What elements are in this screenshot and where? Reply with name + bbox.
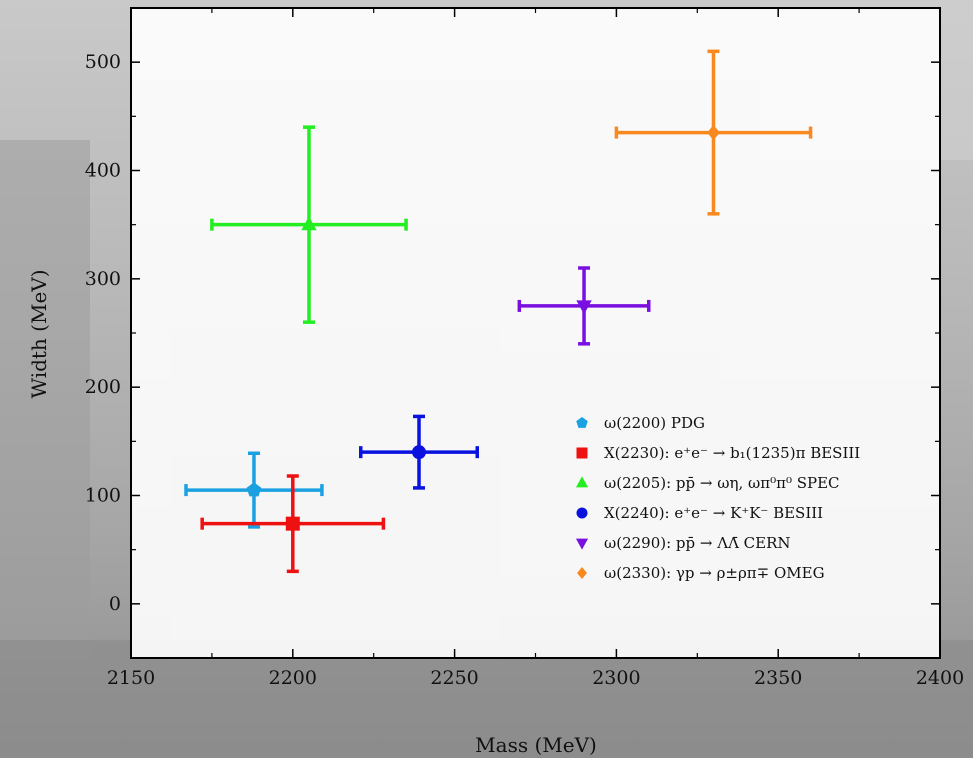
plot-frame	[130, 7, 941, 659]
data-marker	[285, 516, 300, 531]
x-axis-title: Mass (MeV)	[475, 733, 597, 757]
legend-label: ω(2200) PDG	[604, 414, 705, 432]
legend-label: ω(2290): pp̄ → ΛΛ̄ CERN	[604, 534, 791, 552]
data-marker	[576, 300, 592, 315]
data-marker	[301, 216, 317, 231]
data-point-6	[614, 49, 813, 216]
legend-label: X(2230): e⁺e⁻ → b₁(1235)π BESIII	[604, 444, 860, 462]
legend-marker	[576, 416, 588, 428]
x-tick-label: 2400	[916, 667, 964, 689]
legend-label: ω(2205): pp̄ → ωη, ωπ⁰π⁰ SPEC	[604, 474, 840, 492]
data-marker	[246, 482, 262, 497]
y-tick-label: 400	[85, 160, 121, 182]
legend-entry-3: ω(2205): pp̄ → ωη, ωπ⁰π⁰ SPEC	[575, 474, 840, 492]
legend-entry-4: X(2240): e⁺e⁻ → K⁺K⁻ BESIII	[576, 504, 823, 522]
data-point-3	[210, 125, 408, 324]
legend-entry-6: ω(2330): γp → ρ±ρπ∓ OMEG	[577, 564, 825, 582]
legend-entry-5: ω(2290): pp̄ → ΛΛ̄ CERN	[575, 534, 791, 552]
legend-entry-2: X(2230): e⁺e⁻ → b₁(1235)π BESIII	[576, 444, 860, 462]
x-tick-label: 2150	[107, 667, 155, 689]
y-tick-label: 100	[85, 485, 121, 507]
legend-marker	[576, 507, 588, 519]
legend-marker	[576, 447, 588, 459]
legend-label: ω(2330): γp → ρ±ρπ∓ OMEG	[604, 564, 825, 582]
legend-label: X(2240): e⁺e⁻ → K⁺K⁻ BESIII	[604, 504, 823, 522]
legend-entry-1: ω(2200) PDG	[576, 414, 705, 432]
y-tick-label: 300	[85, 268, 121, 290]
legend-marker	[575, 538, 589, 550]
legend-marker	[575, 476, 589, 488]
x-tick-label: 2350	[754, 667, 802, 689]
data-point-4	[359, 414, 480, 490]
legend-marker	[577, 566, 587, 580]
y-axis-title: Width (MeV)	[27, 269, 51, 398]
x-tick-label: 2200	[269, 667, 317, 689]
data-point-1	[184, 451, 324, 529]
data-point-5	[517, 266, 651, 346]
data-marker	[707, 124, 720, 141]
y-tick-label: 200	[85, 376, 121, 398]
x-tick-label: 2300	[592, 667, 640, 689]
y-tick-label: 500	[85, 51, 121, 73]
data-marker	[412, 445, 427, 460]
y-tick-label: 0	[109, 593, 121, 615]
data-point-2	[200, 474, 386, 574]
x-tick-label: 2250	[430, 667, 478, 689]
